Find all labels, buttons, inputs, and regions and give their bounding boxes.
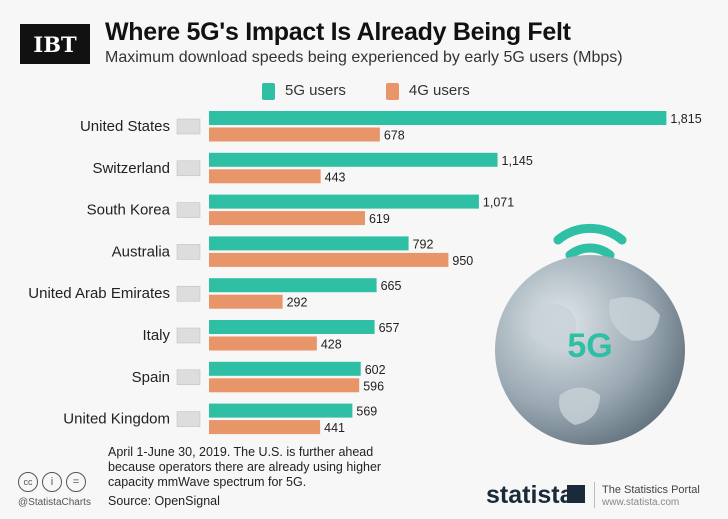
legend-item-5g: 5G users [262, 82, 346, 100]
legend-item-4g: 4G users [385, 82, 470, 100]
statista-handle: @StatistaCharts [18, 497, 91, 508]
footnote-line: April 1-June 30, 2019. The U.S. is furth… [108, 445, 374, 459]
bar-5g [209, 320, 375, 334]
flag-icon [176, 160, 201, 177]
category-label: South Korea [87, 202, 171, 219]
bar-4g [209, 420, 321, 435]
data-label: 792 [413, 237, 434, 251]
portal-url: www.statista.com [602, 497, 680, 508]
bar-4g [209, 211, 365, 226]
category-label: Switzerland [92, 160, 170, 177]
bar-5g [209, 194, 479, 209]
no-derivatives-icon: = [66, 472, 86, 492]
data-label: 602 [365, 363, 386, 377]
bar-5g [209, 403, 353, 418]
attribution-icon: i [42, 472, 62, 492]
footnote-line: capacity mmWave spectrum for 5G. [108, 475, 307, 489]
bar-4g [209, 336, 317, 351]
bar-5g [209, 236, 409, 251]
category-label: Australia [112, 243, 171, 260]
flag-icon [176, 202, 201, 218]
divider [594, 482, 595, 508]
category-label: Italy [142, 327, 170, 344]
flag-icon [176, 118, 201, 135]
flag-icon [176, 244, 201, 260]
bar-4g [209, 252, 449, 267]
ibt-logo: IBT [20, 24, 90, 64]
globe-wifi-illustration: 5G [495, 223, 685, 445]
cc-icon: cc [18, 472, 38, 492]
bar-4g [209, 169, 321, 184]
flag-icon [176, 327, 201, 344]
bar-4g [209, 294, 283, 309]
category-label: Spain [132, 369, 170, 386]
legend-swatch-4g [385, 82, 399, 100]
flag-icon [176, 285, 201, 302]
bar-4g [209, 378, 360, 393]
footnote-line: because operators there are already usin… [108, 460, 382, 474]
cc-license-icons: cc i = [18, 472, 86, 492]
data-label: 678 [384, 129, 405, 143]
footnote: April 1-June 30, 2019. The U.S. is furth… [108, 445, 381, 509]
statista-logo-icon [567, 485, 585, 503]
source: Source: OpenSignal [108, 494, 220, 508]
data-label: 657 [379, 321, 400, 335]
data-label: 1,145 [502, 154, 533, 168]
chart-subtitle: Maximum download speeds being experience… [105, 49, 623, 66]
data-label: 441 [324, 421, 345, 435]
flag-icon [176, 411, 201, 427]
chart-title: Where 5G's Impact Is Already Being Felt [105, 18, 571, 46]
data-label: 428 [321, 338, 342, 352]
statista-logo: statista [486, 481, 574, 509]
bar-5g [209, 111, 667, 125]
bar-4g [209, 127, 380, 142]
category-label: United Kingdom [63, 411, 170, 428]
portal-tagline: The Statistics Portal [602, 484, 700, 496]
flag-icon [176, 369, 201, 386]
bar-5g [209, 278, 377, 293]
category-label: United States [80, 118, 170, 135]
data-label: 1,815 [670, 112, 701, 126]
legend-label-5g: 5G users [285, 82, 346, 99]
data-label: 292 [287, 296, 308, 310]
data-label: 665 [381, 279, 402, 293]
legend-label-4g: 4G users [408, 82, 470, 99]
category-label: United Arab Emirates [28, 285, 170, 302]
legend: 5G users 4G users [262, 82, 470, 100]
data-label: 569 [356, 405, 377, 419]
data-label: 619 [369, 212, 390, 226]
data-label: 1,071 [483, 196, 514, 210]
bar-5g [209, 361, 361, 376]
data-label: 443 [325, 170, 346, 184]
data-label: 950 [452, 254, 473, 268]
data-label: 596 [363, 379, 384, 393]
globe-5g-label: 5G [567, 327, 612, 365]
bar-5g [209, 152, 498, 167]
legend-swatch-5g [262, 82, 275, 100]
